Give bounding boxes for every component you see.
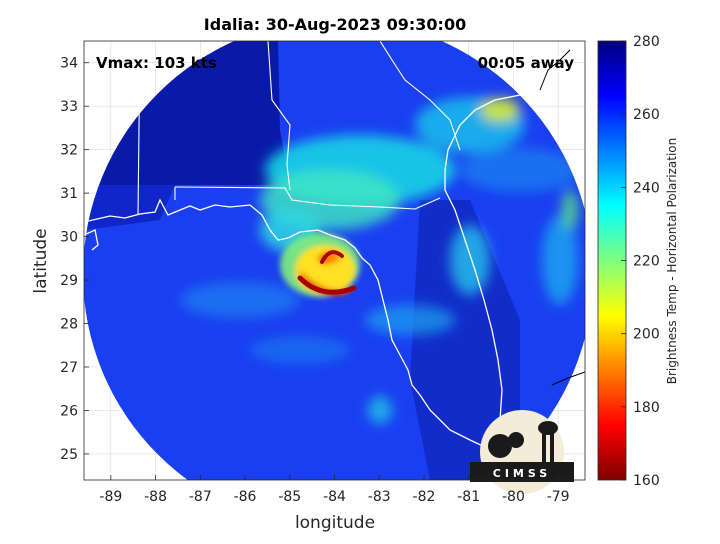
- y-tick-label: 33: [60, 99, 78, 115]
- colorbar-label: Brightness Temp - Horizontal Polarizatio…: [665, 138, 679, 385]
- y-tick-label: 29: [60, 273, 78, 289]
- colorbar-ticks: 160 180 200 220 240 260 280: [621, 34, 660, 489]
- y-tick-label: 30: [60, 230, 78, 246]
- x-tick-label: -81: [457, 489, 480, 505]
- cimss-logo-text: CIMSS: [493, 467, 551, 480]
- x-tick-label: -82: [413, 489, 436, 505]
- time-away-label: 00:05 away: [478, 54, 575, 72]
- x-tick-label: -88: [144, 489, 167, 505]
- state-borders: [137, 41, 461, 216]
- y-tick-label: 31: [60, 186, 78, 202]
- vmax-label: Vmax: 103 kts: [96, 54, 217, 72]
- colorbar-tick-label: 160: [633, 473, 660, 489]
- colorbar-tick-label: 280: [633, 34, 660, 50]
- x-tick-label: -83: [368, 489, 391, 505]
- y-tick-label: 27: [60, 360, 78, 376]
- x-tick-label: -79: [547, 489, 570, 505]
- x-tick-label: -80: [502, 489, 525, 505]
- x-tick-label: -84: [323, 489, 346, 505]
- cimss-logo: CIMSS: [470, 410, 574, 494]
- x-tick-label: -87: [189, 489, 212, 505]
- y-tick-label: 34: [60, 56, 78, 72]
- x-axis-label: longitude: [295, 513, 375, 533]
- colorbar-tick-label: 200: [633, 327, 660, 343]
- colorbar-tick-label: 180: [633, 400, 660, 416]
- y-axis: 25 26 27 28 29 30 31 32 33 34: [60, 56, 89, 463]
- x-tick-label: -89: [99, 489, 122, 505]
- chart-title: Idalia: 30-Aug-2023 09:30:00: [204, 15, 466, 34]
- satellite-swath: [84, 41, 585, 480]
- x-tick-label: -85: [278, 489, 301, 505]
- y-tick-label: 28: [60, 317, 78, 333]
- x-tick-label: -86: [234, 489, 257, 505]
- x-axis: -89 -88 -87 -86 -85 -84 -83 -82 -81 -80 -79: [99, 475, 570, 505]
- colorbar-tick-label: 260: [633, 107, 660, 123]
- y-tick-label: 32: [60, 143, 78, 159]
- coastline: [84, 94, 521, 448]
- colorbar-tick-label: 240: [633, 180, 660, 196]
- colorbar-tick-label: 220: [633, 254, 660, 270]
- colorbar: 160 180 200 220 240 260 280 Brightness Temp - …: [597, 34, 679, 489]
- y-tick-label: 25: [60, 447, 78, 463]
- y-tick-label: 26: [60, 403, 78, 419]
- y-axis-label: latitude: [31, 228, 51, 293]
